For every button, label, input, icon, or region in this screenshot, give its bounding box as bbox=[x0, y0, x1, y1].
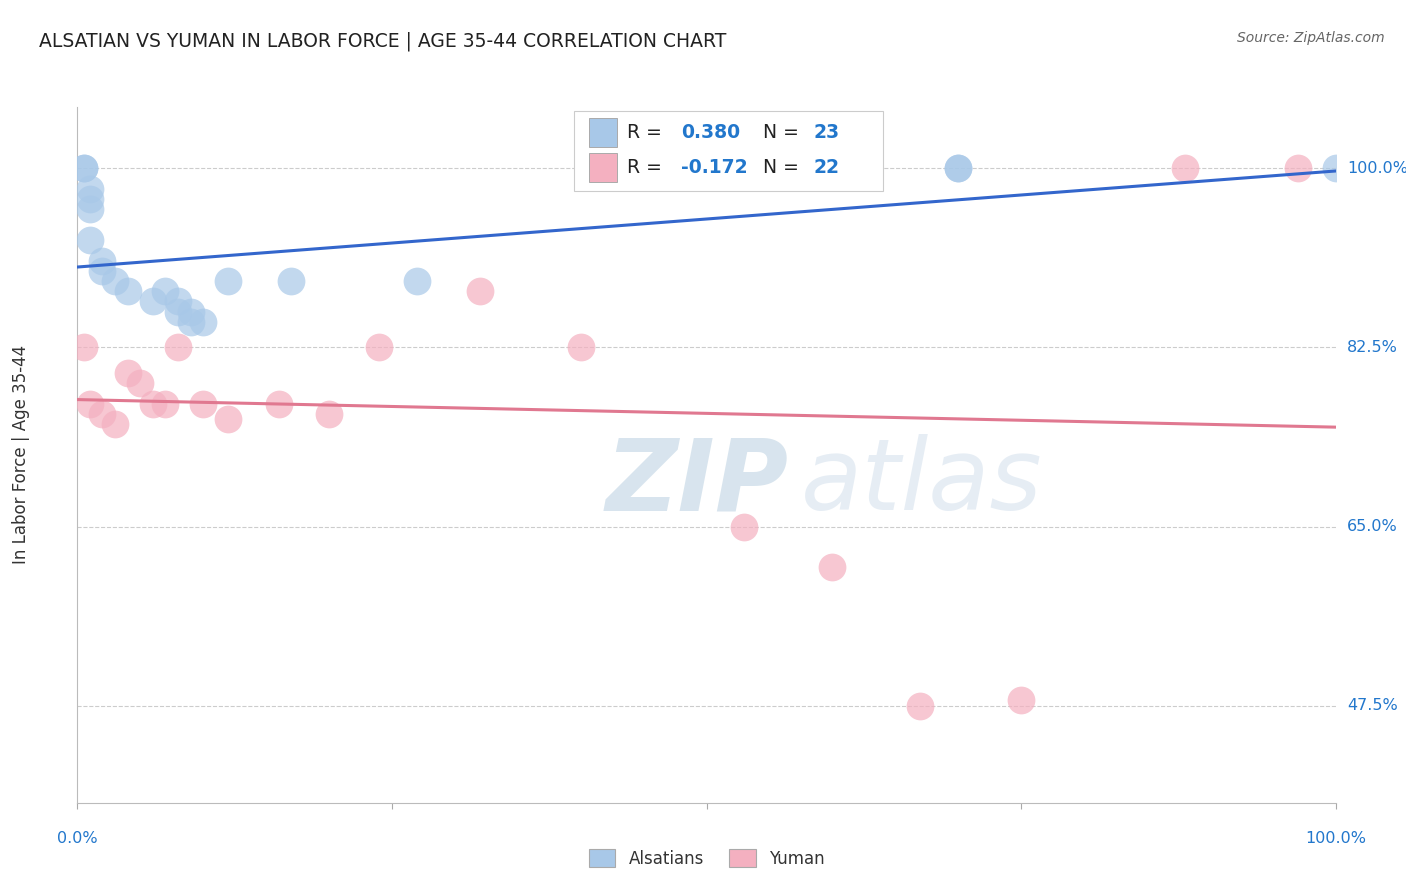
Text: 82.5%: 82.5% bbox=[1347, 340, 1398, 355]
Point bbox=[217, 274, 239, 288]
Point bbox=[142, 397, 165, 411]
Point bbox=[79, 397, 101, 411]
Point bbox=[406, 274, 429, 288]
Text: ALSATIAN VS YUMAN IN LABOR FORCE | AGE 35-44 CORRELATION CHART: ALSATIAN VS YUMAN IN LABOR FORCE | AGE 3… bbox=[39, 31, 727, 51]
Point bbox=[821, 560, 844, 574]
Point bbox=[318, 407, 340, 421]
Point bbox=[129, 376, 152, 391]
Point bbox=[155, 397, 177, 411]
Point bbox=[79, 233, 101, 247]
Text: N =: N = bbox=[763, 158, 806, 178]
Text: R =: R = bbox=[627, 158, 668, 178]
Point bbox=[117, 366, 139, 380]
Point bbox=[167, 341, 190, 355]
Text: 0.0%: 0.0% bbox=[58, 830, 97, 846]
Point bbox=[91, 407, 114, 421]
Text: 22: 22 bbox=[814, 158, 839, 178]
Point bbox=[167, 304, 190, 318]
Point bbox=[104, 274, 127, 288]
Point bbox=[910, 698, 932, 713]
Point bbox=[368, 341, 391, 355]
Point bbox=[948, 161, 970, 176]
Point bbox=[733, 519, 755, 533]
Point bbox=[468, 284, 491, 298]
Point bbox=[1010, 693, 1032, 707]
Point bbox=[1286, 161, 1309, 176]
Text: N =: N = bbox=[763, 123, 806, 143]
Point bbox=[217, 412, 239, 426]
FancyBboxPatch shape bbox=[589, 153, 617, 182]
Point bbox=[79, 192, 101, 206]
Legend: Alsatians, Yuman: Alsatians, Yuman bbox=[582, 842, 831, 874]
Text: 47.5%: 47.5% bbox=[1347, 698, 1398, 713]
Text: 65.0%: 65.0% bbox=[1347, 519, 1398, 534]
Point bbox=[72, 341, 94, 355]
Text: Source: ZipAtlas.com: Source: ZipAtlas.com bbox=[1237, 31, 1385, 45]
Point bbox=[267, 397, 290, 411]
Text: 100.0%: 100.0% bbox=[1305, 830, 1367, 846]
Point bbox=[948, 161, 970, 176]
Point bbox=[91, 253, 114, 268]
Point bbox=[569, 341, 592, 355]
Point bbox=[180, 304, 202, 318]
Text: ZIP: ZIP bbox=[606, 434, 789, 532]
Point bbox=[117, 284, 139, 298]
Point bbox=[280, 274, 302, 288]
Point bbox=[79, 202, 101, 217]
Text: 23: 23 bbox=[814, 123, 839, 143]
Text: atlas: atlas bbox=[801, 434, 1042, 532]
Point bbox=[155, 284, 177, 298]
Point bbox=[191, 315, 215, 329]
Text: -0.172: -0.172 bbox=[682, 158, 748, 178]
Text: In Labor Force | Age 35-44: In Labor Force | Age 35-44 bbox=[11, 345, 30, 565]
Point bbox=[167, 294, 190, 309]
Point bbox=[72, 161, 94, 176]
Point bbox=[91, 264, 114, 278]
Text: R =: R = bbox=[627, 123, 668, 143]
Point bbox=[191, 397, 215, 411]
Point bbox=[142, 294, 165, 309]
Point bbox=[180, 315, 202, 329]
Text: 0.380: 0.380 bbox=[682, 123, 741, 143]
FancyBboxPatch shape bbox=[575, 111, 883, 191]
FancyBboxPatch shape bbox=[589, 118, 617, 147]
Text: 100.0%: 100.0% bbox=[1347, 161, 1406, 176]
Point bbox=[79, 182, 101, 196]
Point bbox=[72, 161, 94, 176]
Point bbox=[1324, 161, 1347, 176]
Point bbox=[104, 417, 127, 432]
Point bbox=[1174, 161, 1197, 176]
